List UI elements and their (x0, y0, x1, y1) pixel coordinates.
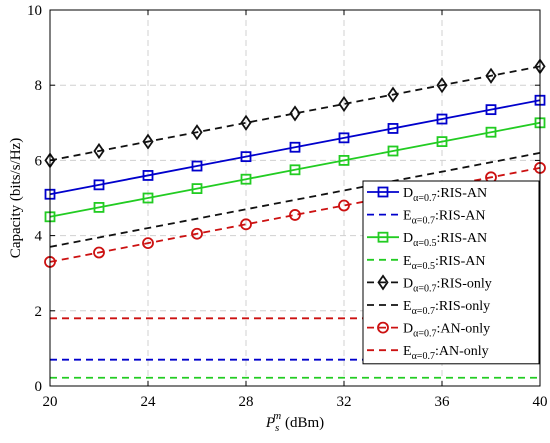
series-0-point (240, 151, 252, 163)
legend-label-sub: α=0.7 (412, 306, 435, 317)
legend: Dα=0.7:RIS-ANEα=0.7:RIS-ANDα=0.5:RIS-ANE… (362, 180, 540, 365)
y-tick-label: 2 (35, 304, 43, 320)
series-0-point (436, 113, 448, 125)
series-4-point (289, 105, 301, 122)
legend-label-sub: α=0.7 (412, 216, 435, 227)
series-2-point (338, 154, 350, 166)
legend-label-base: D (403, 322, 413, 337)
legend-label-sub: α=0.7 (412, 351, 435, 362)
y-tick-label: 4 (35, 229, 43, 245)
series-6-point (93, 246, 105, 259)
x-axis-label-main: P (265, 415, 275, 431)
series-6-point (191, 227, 203, 240)
legend-label-sub: α=0.7 (413, 329, 436, 340)
series-2-point (240, 173, 252, 185)
legend-label-sub: α=0.5 (412, 261, 435, 272)
series-6-point (338, 199, 350, 212)
series-2-point (191, 183, 203, 195)
series-6-point (289, 209, 301, 221)
series-0-point (191, 160, 203, 172)
series-0-point (387, 123, 399, 134)
series-6-point (240, 218, 252, 231)
series-0-point (485, 104, 497, 116)
legend-label-suffix: :RIS-AN (437, 186, 488, 201)
series-0-point (93, 179, 105, 191)
legend-label-base: E (403, 344, 412, 359)
legend-swatch-marker (377, 186, 389, 198)
legend-label-base: D (403, 231, 413, 246)
series-2-point (436, 136, 448, 148)
series-0-point (142, 170, 154, 181)
legend-label: Eα=0.7:AN-only (403, 344, 489, 362)
legend-swatch-marker (377, 321, 389, 334)
legend-label: Dα=0.7:RIS-only (403, 276, 492, 294)
series-2-point (93, 201, 105, 213)
y-axis-label: Capacity (bits/s/Hz) (8, 138, 24, 258)
x-tick-label: 20 (43, 394, 58, 410)
y-tick-labels: 0 2 4 6 8 10 (27, 3, 43, 395)
y-tick-label: 6 (35, 153, 43, 169)
legend-label-sub: α=0.5 (413, 238, 436, 249)
legend-box (362, 180, 540, 365)
x-axis-label-sub: s (275, 422, 279, 434)
plot-frame (49, 9, 541, 387)
legend-items: Dα=0.7:RIS-ANEα=0.7:RIS-ANDα=0.5:RIS-ANE… (367, 186, 492, 362)
x-tick-label: 36 (435, 394, 451, 410)
series-4-point (387, 86, 399, 103)
legend-label-suffix: :RIS-only (435, 299, 490, 314)
legend-label-suffix: :AN-only (435, 344, 489, 359)
x-tick-labels: 20 24 28 32 36 40 (43, 394, 548, 410)
series-2-point (485, 126, 497, 138)
series-2-point (289, 164, 301, 176)
series-4-point (191, 124, 203, 141)
legend-label: Eα=0.5:RIS-AN (403, 254, 486, 272)
legend-label-suffix: :RIS-AN (435, 209, 486, 224)
legend-label-base: E (403, 209, 412, 224)
series-0-point (338, 132, 350, 144)
series-2-point (387, 145, 399, 157)
series-line-2 (49, 121, 541, 218)
x-tick-label: 40 (533, 394, 548, 410)
series-4-point (93, 142, 105, 160)
y-tick-label: 0 (35, 379, 43, 395)
x-axis-label-sup: m (273, 410, 281, 422)
legend-label: Dα=0.5:RIS-AN (403, 231, 487, 249)
legend-label: Dα=0.7:AN-only (403, 322, 490, 340)
x-tick-label: 28 (239, 394, 254, 410)
x-axis-label-unit: (dBm) (281, 415, 324, 431)
x-tick-label: 32 (337, 394, 352, 410)
legend-label-base: D (403, 186, 413, 201)
x-axis-label: Psm (dBm) (265, 410, 324, 434)
axis-ticks (49, 9, 541, 387)
series-4-point (240, 114, 252, 131)
legend-label-sub: α=0.7 (413, 283, 436, 294)
x-tick-label: 24 (141, 394, 157, 410)
legend-label: Dα=0.7:RIS-AN (403, 186, 487, 204)
legend-label-suffix: :RIS-AN (435, 254, 486, 269)
series-6-point (142, 237, 154, 250)
series-4-point (485, 67, 497, 84)
legend-label-suffix: :RIS-only (437, 276, 492, 291)
y-tick-label: 8 (35, 78, 43, 94)
series-0-point (289, 141, 301, 153)
legend-label-base: D (403, 276, 413, 291)
legend-label-base: E (403, 299, 412, 314)
legend-swatch-marker (377, 274, 389, 291)
series-4-point (436, 77, 448, 94)
series-2-point (142, 192, 154, 204)
legend-label-suffix: :RIS-AN (437, 231, 488, 246)
legend-label: Eα=0.7:RIS-only (403, 299, 490, 317)
legend-label-sub: α=0.7 (413, 193, 436, 204)
legend-swatch-marker (377, 231, 389, 243)
legend-label-suffix: :AN-only (437, 322, 491, 337)
series-line-0 (49, 99, 541, 196)
legend-label-base: E (403, 254, 412, 269)
series-4-point (142, 133, 154, 150)
legend-label: Eα=0.7:RIS-AN (403, 209, 486, 227)
y-tick-label: 10 (27, 3, 42, 19)
series-4-point (338, 95, 350, 113)
